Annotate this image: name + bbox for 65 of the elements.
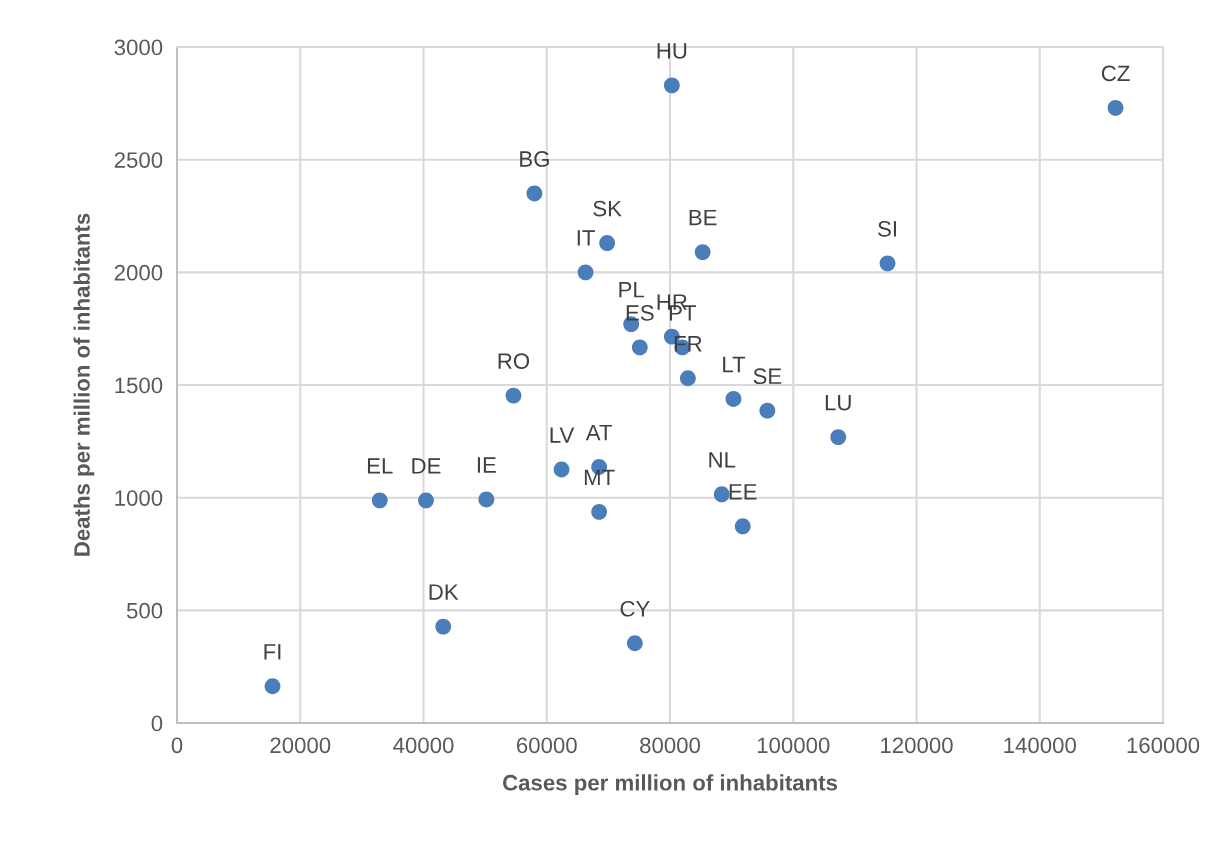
series-label: SE: [753, 368, 782, 385]
point: [759, 402, 776, 419]
y-axis-title: Deaths per million of inhabitants: [73, 213, 95, 556]
point: [631, 339, 648, 356]
series-label: PL: [619, 282, 645, 298]
series-label: BE: [689, 209, 717, 226]
point: [371, 492, 388, 509]
point: [626, 635, 643, 652]
y-tick-label: 1500: [115, 377, 163, 394]
series-label: BG: [520, 151, 549, 167]
point: [663, 77, 680, 94]
y-tick-label: 2000: [114, 264, 163, 281]
point: [879, 255, 896, 272]
series-label: LT: [723, 356, 746, 373]
point: [713, 486, 730, 503]
series-label: FI: [264, 644, 281, 660]
x-tick-label: 160000: [1127, 737, 1200, 754]
point: [505, 387, 522, 404]
point: [1107, 99, 1124, 116]
point: [478, 491, 495, 508]
point: [418, 492, 434, 509]
series-label: CY: [620, 600, 650, 617]
x-tick-label: 80000: [640, 737, 701, 754]
x-axis-title: Cases per million of inhabitants: [502, 774, 838, 795]
y-tick-label: 2500: [114, 152, 163, 168]
y-tick-label: 3000: [114, 39, 163, 56]
point: [435, 618, 452, 635]
y-tick-label: 1000: [115, 490, 163, 506]
series-label: ES: [626, 305, 654, 321]
series-label: LV: [550, 427, 575, 443]
series-label: DE: [412, 458, 441, 474]
x-tick-label: 100000: [757, 737, 830, 754]
y-tick-label: 500: [126, 602, 163, 619]
x-tick-label: 60000: [516, 737, 577, 754]
point: [553, 461, 570, 478]
x-tick-label: 140000: [1004, 737, 1076, 754]
series-label: HU: [657, 43, 687, 59]
series-label: IE: [477, 457, 496, 473]
series-label: LU: [825, 394, 851, 411]
x-tick-label: 120000: [881, 737, 953, 754]
series-label: SK: [593, 200, 622, 217]
series-label: AT: [585, 424, 612, 441]
point: [830, 429, 847, 445]
series-label: DK: [429, 584, 459, 600]
point: [725, 391, 742, 407]
series-label: EE: [729, 484, 757, 500]
point: [264, 678, 281, 695]
x-tick-label: 0: [171, 737, 183, 754]
point: [591, 503, 608, 520]
series-label: CZ: [1101, 65, 1130, 82]
x-tick-label: 40000: [393, 737, 454, 754]
point: [679, 370, 696, 387]
point: [734, 518, 751, 535]
x-tick-label: 20000: [270, 737, 331, 754]
point: [526, 185, 543, 202]
point: [694, 244, 711, 260]
series-label: SI: [878, 220, 896, 237]
series-label: IT: [577, 230, 595, 246]
point: [599, 235, 616, 251]
series-label: NL: [709, 452, 736, 468]
series-label: MT: [584, 469, 615, 486]
series-label: RO: [498, 353, 530, 369]
series-label: EL: [367, 458, 393, 474]
point: [577, 264, 594, 281]
y-tick-label: 0: [151, 715, 163, 732]
